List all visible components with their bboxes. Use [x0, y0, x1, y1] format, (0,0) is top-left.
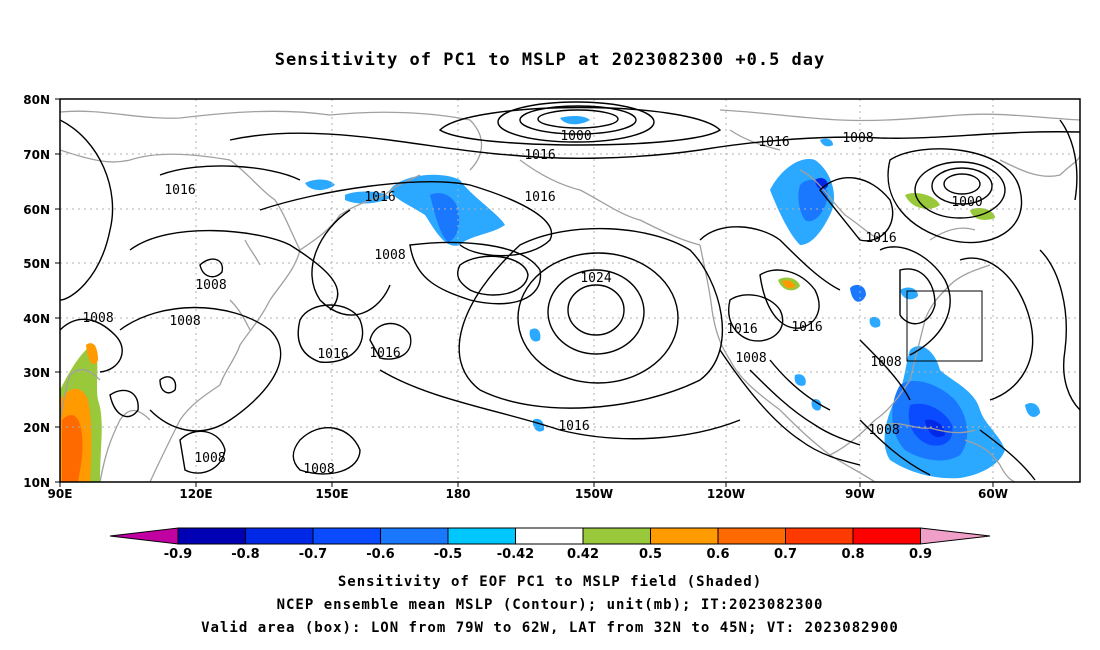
contour-label: 1016	[524, 190, 555, 205]
map-frame	[59, 98, 1081, 483]
contour-label: 1016	[369, 346, 400, 361]
lat-label: 40N	[23, 312, 50, 326]
colorbar-label: -0.9	[164, 547, 192, 562]
lat-label: 80N	[23, 93, 50, 107]
contour-label: 1008	[868, 423, 899, 438]
lat-label: 60N	[23, 203, 50, 217]
lon-label: 180	[445, 487, 470, 501]
lon-label: 150E	[315, 487, 348, 501]
colorbar-label: -0.5	[434, 547, 462, 562]
colorbar-label: 0.42	[567, 547, 599, 562]
mslp-contours	[60, 101, 1080, 481]
contour-label: 1008	[735, 351, 766, 366]
colorbar-swatch	[650, 527, 719, 545]
contour-label: 1008	[195, 278, 226, 293]
shading-positive	[60, 193, 995, 482]
colorbar-label: -0.7	[299, 547, 327, 562]
contour-label: 1008	[303, 462, 334, 477]
contour-label: 1016	[364, 190, 395, 205]
lat-label: 30N	[23, 366, 50, 380]
colorbar-label: -0.42	[497, 547, 534, 562]
colorbar-swatch	[447, 527, 516, 545]
contour-label: 1008	[842, 131, 873, 146]
colorbar-swatch	[312, 527, 381, 545]
lon-label: 90W	[845, 487, 875, 501]
valid-area-box	[906, 290, 983, 362]
colorbar-swatch	[515, 527, 584, 545]
contour-label: 1016	[317, 347, 348, 362]
lat-label: 10N	[23, 476, 50, 490]
colorbar-label: -0.8	[231, 547, 259, 562]
caption-line: NCEP ensemble mean MSLP (Contour); unit(…	[276, 597, 824, 613]
tick-marks	[55, 98, 994, 487]
contour-label: 1016	[791, 320, 822, 335]
lon-label: 90E	[48, 487, 73, 501]
contour-label: 1016	[558, 419, 589, 434]
lon-label: 120E	[179, 487, 212, 501]
colorbar-swatch	[717, 527, 786, 545]
colorbar-arrow-right	[920, 527, 991, 545]
lat-label: 50N	[23, 257, 50, 271]
lon-label: 60W	[978, 487, 1008, 501]
colorbar	[109, 527, 991, 545]
colorbar-swatch	[245, 527, 314, 545]
shading-negative	[305, 115, 1040, 479]
contour-label: 1016	[865, 231, 896, 246]
colorbar-label: -0.6	[366, 547, 394, 562]
colorbar-label: 0.7	[774, 547, 797, 562]
caption-line: Sensitivity of EOF PC1 to MSLP field (Sh…	[337, 574, 763, 590]
lat-label: 70N	[23, 148, 50, 162]
contour-label: 1000	[560, 129, 591, 144]
colorbar-label: 0.8	[841, 547, 864, 562]
colorbar-label: 0.6	[706, 547, 729, 562]
colorbar-swatch	[852, 527, 921, 545]
contour-label: 1008	[82, 311, 113, 326]
colorbar-swatch	[785, 527, 854, 545]
contour-label: 1016	[726, 322, 757, 337]
lat-label: 20N	[23, 421, 50, 435]
lon-label: 150W	[575, 487, 613, 501]
contour-label: 1016	[524, 148, 555, 163]
lon-label: 120W	[707, 487, 745, 501]
contour-label: 1008	[870, 355, 901, 370]
contour-label: 1008	[169, 314, 200, 329]
contour-label: 1016	[164, 183, 195, 198]
map-title: Sensitivity of PC1 to MSLP at 2023082300…	[274, 50, 826, 70]
contour-label: 1000	[951, 195, 982, 210]
contour-label: 1024	[580, 271, 611, 286]
contour-label: 1008	[194, 451, 225, 466]
colorbar-swatch	[177, 527, 246, 545]
contour-label: 1008	[374, 248, 405, 263]
caption-line: Valid area (box): LON from 79W to 62W, L…	[201, 620, 899, 636]
contour-label: 1016	[758, 135, 789, 150]
colorbar-swatch	[380, 527, 449, 545]
colorbar-arrow-left	[109, 527, 179, 545]
colorbar-swatch	[582, 527, 651, 545]
colorbar-label: 0.5	[639, 547, 662, 562]
colorbar-label: 0.9	[909, 547, 932, 562]
